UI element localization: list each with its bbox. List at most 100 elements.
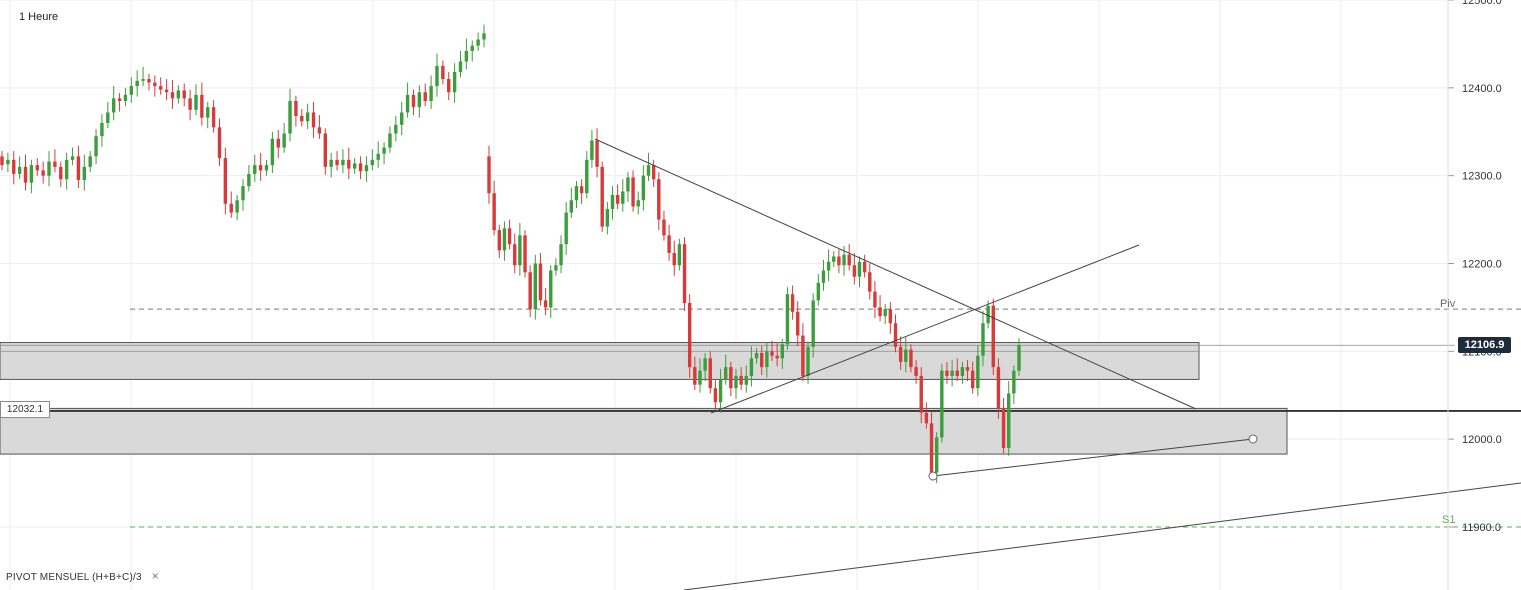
candle [713,379,718,411]
candle [744,365,748,393]
candle-body [919,375,923,413]
candle-body [832,256,836,262]
candle-body [626,177,630,192]
candle [247,165,251,192]
candle [811,293,815,358]
candle-body [723,367,728,380]
candle-body [734,375,738,389]
candle-body [0,156,4,166]
candle-body [229,203,233,213]
candle [749,346,754,387]
support-price-badge[interactable]: 12032.1 [0,401,50,418]
candle-body [749,358,754,376]
candle-body [147,79,151,83]
candle [411,89,416,116]
candle [217,118,222,166]
candle [135,70,139,97]
candle [53,149,57,173]
candle-body [288,101,292,134]
candle [837,249,841,274]
candle-body [452,72,457,93]
candle [770,340,774,361]
candle [153,75,157,97]
candle-body [929,423,934,473]
candle-body [682,244,687,304]
candle-body [513,244,517,266]
candle-body [70,156,75,160]
candle [780,339,785,369]
candle-body [364,165,369,172]
candle [682,237,687,311]
candle [816,274,821,306]
candle-body [441,65,445,80]
candle [698,358,702,393]
pivot-indicator-name: PIVOT MENSUEL (H+B+C)/3 [6,572,142,583]
candle [909,344,913,373]
candle [323,128,327,175]
candle [497,224,501,259]
candle [147,73,151,91]
candle [595,128,599,178]
candle-body [59,166,63,180]
candle-body [862,261,867,273]
candle-body [991,305,995,368]
candle-body [123,94,128,102]
candle [878,295,882,322]
candle-body [17,166,22,174]
candle-body [23,166,28,183]
candle [59,161,63,188]
candle [317,115,322,139]
candle [507,219,512,250]
candle-body [347,159,351,169]
timeframe-label: 1 Heure [19,11,59,23]
y-tick-label: 12500.0 [1462,0,1502,7]
candle-body [341,159,345,166]
candle-body [200,94,204,118]
candle [17,156,22,180]
candle-body [790,294,795,312]
candle [123,87,128,107]
candle-body [1012,370,1016,394]
candle-body [590,140,594,160]
trendline-handle [1248,434,1258,444]
candle [106,101,110,129]
pivot-indicator-legend: PIVOT MENSUEL (H+B+C)/3 × [6,569,159,583]
candle [569,187,574,218]
candle [435,53,439,97]
candle [211,100,216,133]
candle-body [898,346,903,362]
candle-body [765,351,769,368]
candle [739,367,743,390]
candle [452,63,457,103]
y-tick-label: 12000.0 [1462,434,1502,446]
candle [264,159,269,176]
candle-body [100,122,104,137]
candle [790,285,795,320]
candle [288,88,292,142]
candle-body [206,107,210,118]
candle [76,145,81,188]
candle-body [806,346,810,376]
candle [229,191,233,218]
candle-body [579,186,584,194]
candle-body [857,261,862,277]
candle-body [370,159,375,166]
candle [796,301,800,347]
candle-body [41,170,45,176]
candle [981,310,985,367]
candle [88,151,92,173]
candle [883,303,887,325]
candle-body [264,165,269,171]
candle [370,149,375,171]
candle [29,159,34,194]
y-axis: 12500.012400.012300.012200.012100.012000… [1447,0,1502,590]
close-icon[interactable]: × [151,569,159,583]
candle [117,93,122,112]
candle-body [164,89,169,93]
candle [785,287,790,350]
candle-body [294,101,298,116]
candle [41,161,45,184]
candle [447,72,451,101]
